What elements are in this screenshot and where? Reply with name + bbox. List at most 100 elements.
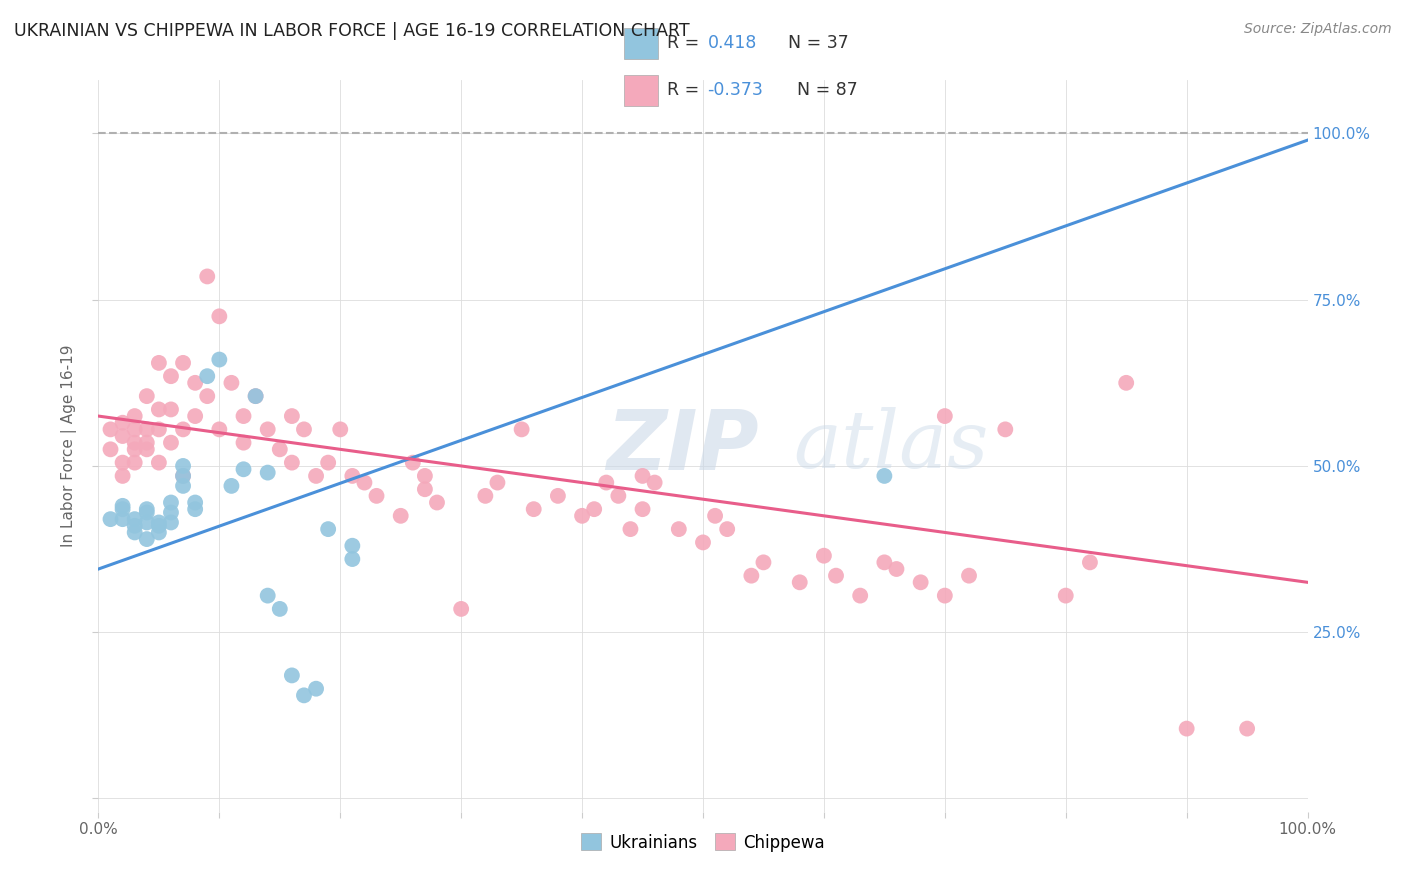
Point — [571, 508, 593, 523]
Point — [342, 469, 364, 483]
Point — [813, 549, 835, 563]
Point — [148, 456, 170, 470]
Point — [111, 456, 134, 470]
Point — [716, 522, 738, 536]
Bar — [624, 28, 658, 59]
Point — [269, 602, 291, 616]
Point — [595, 475, 617, 490]
Point — [172, 356, 194, 370]
Text: R =: R = — [668, 81, 704, 99]
Point — [135, 532, 157, 546]
Point — [124, 422, 146, 436]
Point — [910, 575, 932, 590]
Point — [1078, 555, 1101, 569]
Point — [426, 495, 449, 509]
Point — [160, 435, 183, 450]
Text: 0.418: 0.418 — [707, 35, 756, 53]
Point — [1115, 376, 1137, 390]
Point — [305, 469, 328, 483]
Point — [873, 555, 896, 569]
Point — [1175, 722, 1198, 736]
Point — [111, 502, 134, 516]
Point — [111, 512, 134, 526]
Point — [232, 462, 254, 476]
Point — [148, 516, 170, 530]
Point — [135, 435, 157, 450]
Point — [100, 422, 122, 436]
Point — [100, 512, 122, 526]
Point — [124, 512, 146, 526]
Point — [208, 422, 231, 436]
Point — [668, 522, 690, 536]
Point — [195, 269, 218, 284]
Point — [160, 506, 183, 520]
Text: Source: ZipAtlas.com: Source: ZipAtlas.com — [1244, 22, 1392, 37]
Point — [172, 458, 194, 473]
Point — [281, 456, 304, 470]
Point — [353, 475, 375, 490]
Point — [208, 352, 231, 367]
Point — [135, 506, 157, 520]
Point — [389, 508, 412, 523]
Point — [232, 409, 254, 423]
Point — [160, 369, 183, 384]
Point — [510, 422, 533, 436]
Point — [366, 489, 388, 503]
Point — [607, 489, 630, 503]
Point — [245, 389, 267, 403]
Point — [474, 489, 496, 503]
Point — [740, 568, 762, 582]
Point — [135, 422, 157, 436]
Point — [135, 442, 157, 457]
Point — [124, 518, 146, 533]
Point — [316, 456, 339, 470]
Point — [124, 525, 146, 540]
Point — [111, 499, 134, 513]
Text: N = 87: N = 87 — [797, 81, 858, 99]
Point — [342, 539, 364, 553]
Point — [413, 469, 436, 483]
Text: ZIP: ZIP — [606, 406, 759, 486]
Point — [148, 525, 170, 540]
Point — [111, 416, 134, 430]
Point — [619, 522, 641, 536]
Point — [886, 562, 908, 576]
Point — [184, 495, 207, 509]
Point — [172, 469, 194, 483]
Point — [1236, 722, 1258, 736]
Point — [849, 589, 872, 603]
Point — [547, 489, 569, 503]
Point — [172, 479, 194, 493]
Point — [135, 502, 157, 516]
Point — [644, 475, 666, 490]
Text: N = 37: N = 37 — [787, 35, 849, 53]
Point — [342, 552, 364, 566]
Point — [100, 442, 122, 457]
Point — [172, 422, 194, 436]
Point — [631, 469, 654, 483]
Point — [305, 681, 328, 696]
Point — [450, 602, 472, 616]
Point — [221, 479, 243, 493]
Point — [184, 502, 207, 516]
Point — [329, 422, 352, 436]
Point — [752, 555, 775, 569]
Point — [292, 422, 315, 436]
Point — [232, 435, 254, 450]
Point — [523, 502, 546, 516]
Point — [256, 589, 278, 603]
Point — [583, 502, 606, 516]
Point — [316, 522, 339, 536]
Point — [160, 516, 183, 530]
Point — [292, 689, 315, 703]
Point — [195, 389, 218, 403]
Point — [148, 518, 170, 533]
Point — [124, 435, 146, 450]
Point — [934, 589, 956, 603]
Point — [124, 409, 146, 423]
Point — [184, 409, 207, 423]
Point — [148, 356, 170, 370]
Point — [256, 422, 278, 436]
Point — [245, 389, 267, 403]
Point — [631, 502, 654, 516]
